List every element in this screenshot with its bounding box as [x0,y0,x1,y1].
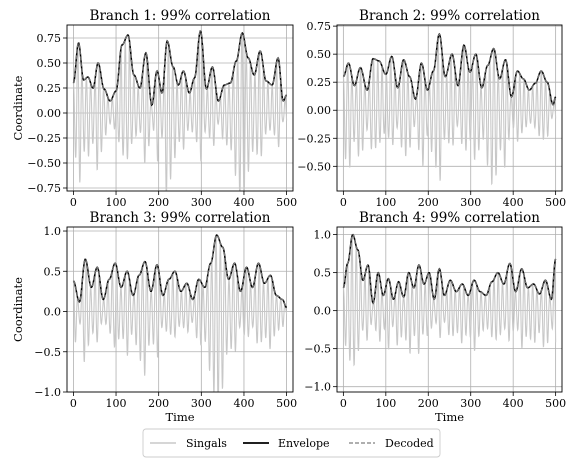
legend-label-signals: Singals [186,437,227,450]
x-tick-label: 0 [340,196,347,209]
x-tick-label: 100 [375,397,396,410]
y-tick-label: 0.5 [314,267,332,280]
x-tick-label: 500 [545,196,566,209]
y-tick-label: 0.00 [37,107,62,120]
x-tick-label: 100 [106,196,127,209]
legend: Singals Envelope Decoded [142,428,441,458]
chart-panel-2: 0 100 200 300 400 500 −0.50 −0.25 0.00 0.25 0.50 0.… [297,8,566,209]
axes-frame [336,226,563,393]
y-tick-label: 0.50 [37,57,62,70]
y-tick-label: −0.75 [27,182,61,195]
chart-panels: 0 100 200 300 400 500−0.75−0.50−0.250.000.250… [11,8,566,424]
y-tick-label: 0.25 [307,76,332,89]
x-tick-label: 0 [70,397,77,410]
y-tick-label: 0.0 [314,305,332,318]
series-signals [72,33,288,191]
x-tick-label: 200 [418,196,439,209]
series-signals [72,235,288,392]
y-tick-label: −0.25 [297,132,331,145]
series-signals [342,236,557,367]
y-tick-label: 1.0 [314,229,332,242]
x-axis-label: Time [165,410,194,424]
y-tick-label: 0.5 [44,265,62,278]
x-tick-label: 0 [70,196,77,209]
series-decoded [343,33,557,106]
y-tick-label: −0.50 [27,157,61,170]
y-tick-label: 0.0 [44,306,62,319]
x-tick-label: 0 [340,397,347,410]
y-tick-label: 0.75 [37,32,62,45]
x-tick-label: 300 [191,196,212,209]
y-tick-label: 0.75 [307,20,332,33]
x-tick-label: 500 [545,397,566,410]
x-tick-label: 400 [503,196,524,209]
y-tick-label: −0.25 [27,132,61,145]
legend-frame [142,428,441,458]
y-axis-label: Coordinate [11,277,25,342]
axes-frame [336,24,563,192]
legend-label-decoded: Decoded [385,437,434,450]
legend-label-envelope: Envelope [278,437,330,450]
y-tick-label: −0.5 [304,343,331,356]
x-tick-label: 400 [233,196,254,209]
x-tick-label: 300 [191,397,212,410]
y-tick-label: 1.0 [44,225,62,238]
chart-panel-4: 0 100 200 300 400 500 −1.0 −0.5 0.0 0.5 1.0 Branch … [304,210,566,424]
x-tick-label: 200 [148,196,169,209]
chart-title: Branch 1: 99% correlation [90,8,271,24]
series-signals [342,37,557,186]
y-tick-label: −0.50 [297,160,331,173]
chart-panel-3: 0 100 200 300 400 500 −1.0 −0.5 0.0 0.5 1.0 Branch … [11,210,297,424]
x-tick-label: 200 [148,397,169,410]
series-decoded [72,30,287,106]
chart-title: Branch 4: 99% correlation [359,210,540,226]
x-tick-label: 200 [418,397,439,410]
x-tick-label: 500 [276,196,297,209]
axes-frame [66,24,294,192]
y-tick-label: 0.00 [307,104,332,117]
chart-title: Branch 2: 99% correlation [359,8,540,24]
series-decoded [73,234,287,308]
x-tick-label: 100 [375,196,396,209]
x-tick-label: 400 [233,397,254,410]
x-tick-label: 300 [460,196,481,209]
y-tick-label: 0.50 [307,48,332,61]
chart-panel-1: 0 100 200 300 400 500 −0.75 −0.50 −0.25 0.00 0.25 0… [11,8,297,209]
x-axis-label: Time [435,410,464,424]
axes-frame [66,226,294,393]
series-decoded [342,234,557,305]
y-axis-label: Coordinate [11,75,25,140]
y-tick-label: 0.25 [37,82,62,95]
y-tick-label: −1.0 [34,386,61,399]
y-tick-label: −0.5 [34,346,61,359]
chart-title: Branch 3: 99% correlation [90,210,271,226]
x-tick-label: 100 [106,397,127,410]
x-tick-label: 400 [503,397,524,410]
x-tick-label: 300 [460,397,481,410]
x-tick-label: 500 [276,397,297,410]
y-tick-label: −1.0 [304,381,331,394]
